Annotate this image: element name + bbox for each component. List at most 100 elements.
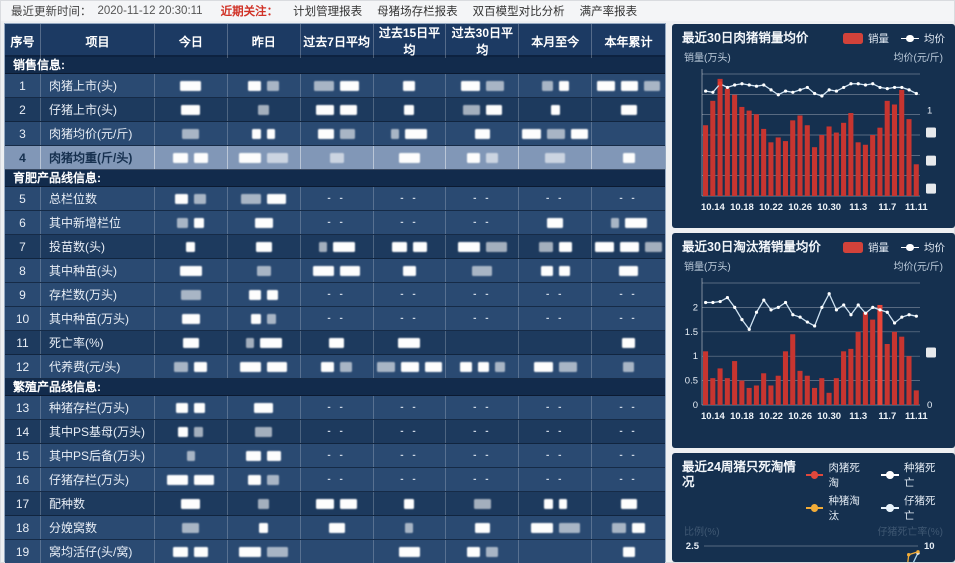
table-row[interactable]: 4 肉猪均重(斤/头) [5,146,665,170]
value-cell: - - [446,187,520,210]
row-label: 代养费(元/头) [41,355,155,378]
table-row[interactable]: 2 仔猪上市(头) [5,98,665,122]
line-point [871,82,875,86]
value-cell [592,331,665,354]
redacted-value [267,193,287,204]
table-row[interactable]: 7 投苗数(头) [5,235,665,259]
bar [862,312,868,405]
table-row[interactable]: 13 种猪存栏(万头) - -- -- -- -- - [5,396,665,420]
value-cell [374,516,447,539]
redacted-value [329,152,344,163]
value-cell [228,259,301,282]
line-dot-icon [881,471,899,479]
legend-item-price[interactable]: 均价 [901,240,945,255]
value-cell [155,396,228,419]
legend-item-sales[interactable]: 销量 [843,240,889,255]
table-row[interactable]: 3 肉猪均价(元/斤) [5,122,665,146]
column-header: 本月至今 [519,24,593,58]
left-tick-label: 2.5 [686,541,700,552]
value-cell [301,235,374,258]
line-point [805,320,809,324]
table-row[interactable]: 10 其中种苗(万头) - -- -- -- -- - [5,307,665,331]
x-tick-label: 11.7 [878,411,896,422]
redacted-value [612,522,627,533]
value-cell: - - [446,420,520,443]
bar [884,100,890,196]
x-tick-label: 10.26 [788,411,812,422]
redacted-value [329,337,345,348]
table-row[interactable]: 9 存栏数(万头) - -- -- -- -- - [5,283,665,307]
redacted-value [194,361,208,372]
redacted-value [550,104,560,115]
redacted-value [644,241,662,252]
table-row[interactable]: 15 其中PS后备(万头) - -- -- -- -- - [5,444,665,468]
legend-label: 肉猪死淘 [828,462,860,489]
legend-item-price[interactable]: 均价 [901,31,945,46]
bar [746,110,752,196]
x-tick-label: 11.3 [849,411,867,422]
table-row[interactable]: 14 其中PS基母(万头) - -- -- -- -- - [5,420,665,444]
line-point [813,91,817,96]
chart-death-weekly: 2.510281.56140.5200 [686,541,935,562]
redacted-value [543,498,553,509]
bar [913,390,919,405]
table-row[interactable]: 6 其中新增栏位 - -- -- - [5,211,665,235]
legend-item-sales[interactable]: 销量 [843,31,889,46]
value-cell: - - [619,193,638,204]
line-point [842,303,846,307]
redacted-value [194,426,204,437]
table-row[interactable]: 1 肉猪上市(头) [5,74,665,98]
line-point [711,300,715,305]
value-cell [519,122,593,145]
table-row[interactable]: 11 死亡率(%) [5,331,665,355]
topbar-link[interactable]: 母猪场存栏报表 [377,6,458,18]
topbar-link[interactable]: 双百模型对比分析 [472,6,565,18]
redacted-value [538,241,553,252]
redacted-right-tick [926,155,936,166]
table-row[interactable]: 19 窝均活仔(头/窝) [5,540,665,563]
x-tick-label: 10.14 [701,202,725,213]
bar [848,348,854,405]
table-row[interactable]: 8 其中种苗(头) [5,259,665,283]
value-cell: - - [519,187,593,210]
redacted-value [186,450,195,461]
redacted-value [632,522,646,533]
bar [761,373,767,405]
redacted-value [620,104,637,115]
redacted-value [194,402,206,413]
legend-item[interactable]: 种猪死亡 [881,460,945,490]
table-row[interactable]: 12 代养费(元/头) [5,355,665,379]
row-label: 种猪存栏(万头) [41,396,155,419]
redacted-value [340,104,358,115]
row-number: 3 [5,122,41,145]
redacted-value [179,265,202,276]
redacted-value [558,361,577,372]
table-row[interactable]: 16 仔猪存栏(万头) - -- -- -- -- - [5,468,665,492]
redacted-value [267,289,279,300]
value-cell [155,307,228,330]
table-row[interactable]: 17 配种数 [5,492,665,516]
topbar-link[interactable]: 满产率报表 [579,6,638,18]
line-point [733,83,737,87]
line-point [798,315,802,319]
price-line [705,292,917,331]
value-cell: - - [374,187,447,210]
legend-item[interactable]: 仔猪死亡 [881,493,945,523]
table-row[interactable]: 5 总栏位数 - -- -- -- -- - [5,187,665,211]
value-cell [592,540,665,563]
right-axis-title: 均价(元/斤) [893,262,943,273]
topbar-link[interactable]: 计划管理报表 [293,6,363,18]
legend-item[interactable]: 种猪淘汰 [805,493,870,523]
redacted-value [398,337,421,348]
table-row[interactable]: 18 分娩窝数 [5,516,665,540]
redacted-value [182,337,199,348]
value-cell: - - [374,420,447,443]
line-point [820,305,824,309]
redacted-value [194,474,215,485]
legend-item[interactable]: 肉猪死淘 [805,460,870,490]
value-cell [155,259,228,282]
line-point [733,305,737,309]
line-point [762,83,766,87]
value-cell [155,492,228,515]
row-number: 9 [5,283,41,306]
